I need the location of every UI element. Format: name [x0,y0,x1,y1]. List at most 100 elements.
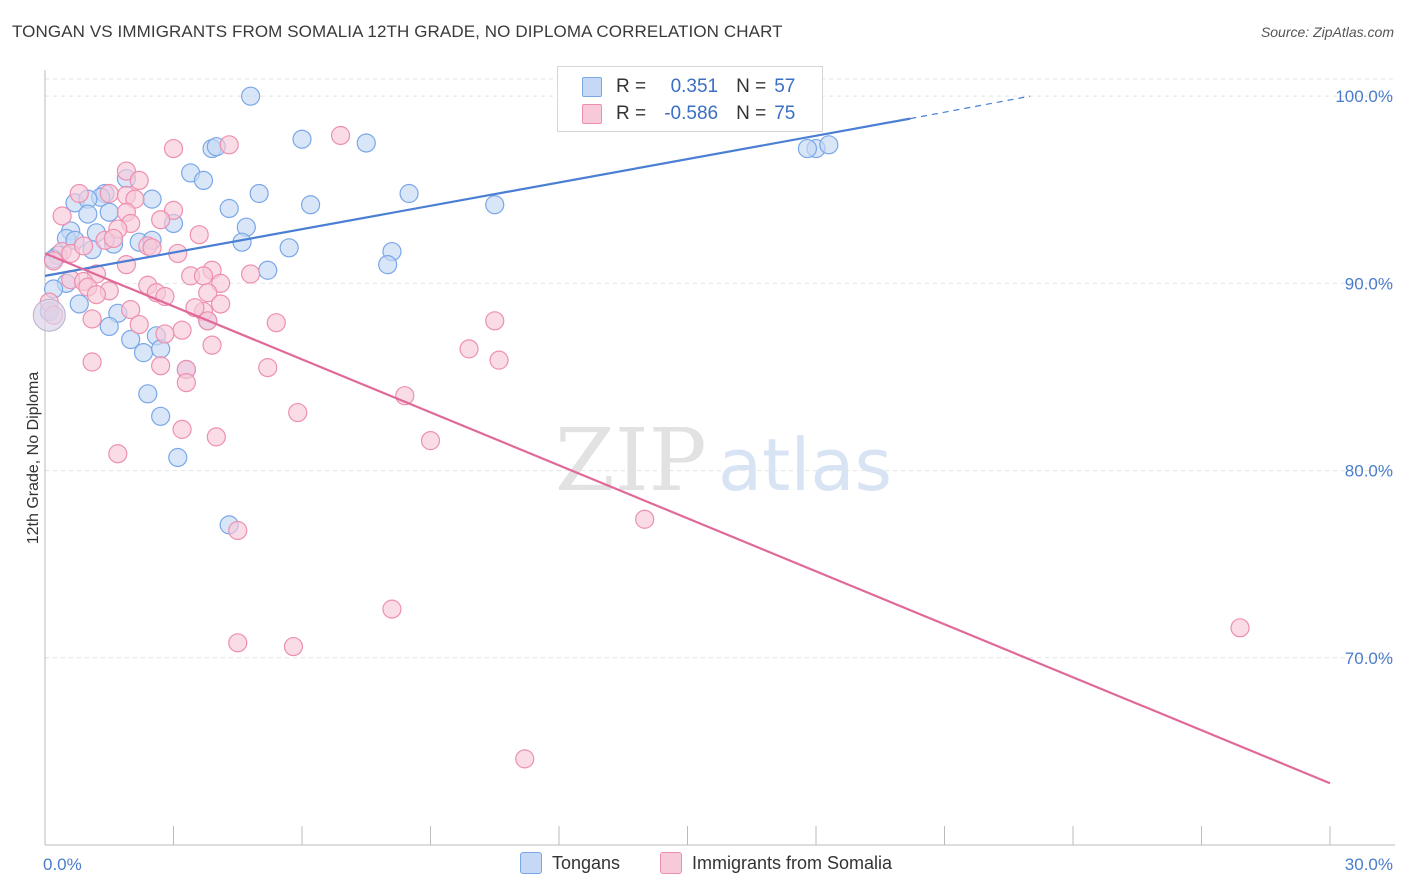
tongans-point [797,138,818,159]
tick-labels: 100.0% 90.0% 80.0% 70.0% 0.0% 30.0% [43,87,1393,874]
axes [44,70,1395,846]
x-tick-label: 0.0% [43,855,82,874]
somalia-point [129,170,149,191]
somalia-point [151,356,171,376]
somalia-trend-line [44,252,1331,785]
legend-swatch-tongans [582,77,602,97]
somalia-point [99,183,119,204]
somalia-point [129,314,149,335]
somalia-point [172,320,192,340]
somalia-point [163,200,184,220]
somalia-point [459,339,479,359]
somalia-point [330,125,351,146]
tongans-point [399,183,419,204]
somalia-point [485,311,505,331]
somalia-point [151,210,171,230]
tongans-point [121,329,141,350]
tongans-point [300,195,321,215]
somalia-point [1230,618,1250,638]
somalia-point [635,509,655,529]
somalia-point [121,299,141,320]
somalia-point [52,206,72,226]
x-tick-label: 30.0% [1345,855,1393,874]
bottom-legend-tongans: Tongans [520,852,620,874]
tongans-point [258,260,278,280]
somalia-point [116,255,136,275]
y-tick-label: 80.0% [1345,462,1393,481]
legend-r-value: -0.586 [664,103,719,124]
tongans-point [151,406,171,426]
somalia-point [258,358,278,378]
tongans-point [249,183,269,204]
y-tick-label: 90.0% [1345,274,1393,293]
somalia-point [142,238,162,258]
somalia-point [172,419,192,439]
tongans-point [78,204,98,224]
watermark-atlas: atlas [718,423,892,507]
bottom-legend-somalia: Immigrants from Somalia [660,852,892,874]
tongans-point [819,135,839,155]
somalia-point [116,161,136,181]
somalia-point [155,324,175,344]
tongans-point [69,294,89,314]
somalia-point [241,264,261,284]
legend-n-value: 57 [774,76,796,97]
chart-title: TONGAN VS IMMIGRANTS FROM SOMALIA 12TH G… [12,22,783,41]
somalia-point [176,372,196,393]
somalia-point [266,313,286,333]
tongans-point [99,202,119,222]
somalia-point [185,298,205,318]
tongans-point [292,129,312,149]
somalia-point [211,273,231,293]
bottom-legend-swatch-tongans [520,852,542,874]
somalia-point [108,444,128,464]
tongans-point [356,133,376,153]
somalia-point [206,427,226,447]
tongans-point [378,255,398,275]
somalia-point [382,599,402,619]
somalia-point [228,520,248,541]
somalia-point [86,285,107,305]
somalia-point [202,335,222,355]
tongans-point [485,195,505,215]
bottom-legend-label: Tongans [552,852,621,873]
tongans-point [142,189,162,209]
somalia-point [82,309,102,329]
watermark: ZIP atlas [555,411,892,511]
somalia-point [420,431,441,451]
legend-r-label: R = [616,103,647,124]
legend-swatch-somalia [582,104,602,124]
legend-r-value: 0.351 [670,76,719,97]
tongans-point [138,384,158,404]
legend-box: R = 0.351 N = 57 R = -0.586 N = 75 [557,66,823,132]
somalia-point [103,228,124,249]
somalia-point [193,266,214,286]
somalia-point [69,183,89,204]
somalia-point [82,352,102,372]
somalia-point [515,749,535,769]
grid-lines [45,78,1395,659]
tongans-point [99,316,119,337]
legend-row-tongans: R = 0.351 N = 57 [582,75,795,99]
somalia-point [219,135,239,155]
legend-n-label: N = [736,103,767,124]
tongans-trend-line [44,117,911,277]
somalia-point [228,633,248,653]
source-note: Source: ZipAtlas.com [1260,24,1394,40]
trend-lines [44,95,1331,785]
tongans-point [168,447,188,468]
cluster-point [32,298,66,332]
somalia-point [163,138,184,159]
somalia-point [288,402,308,423]
tongans-point [279,238,299,258]
legend-row-somalia: R = -0.586 N = 75 [582,102,795,126]
somalia-point [198,283,218,303]
tongans-point [193,170,214,191]
tongans-point [241,86,261,106]
somalia-point [73,236,94,256]
somalia-point [283,636,304,657]
bottom-legend-swatch-somalia [660,852,682,874]
somalia-point [489,350,509,370]
tongans-trend-extension [910,95,1031,120]
